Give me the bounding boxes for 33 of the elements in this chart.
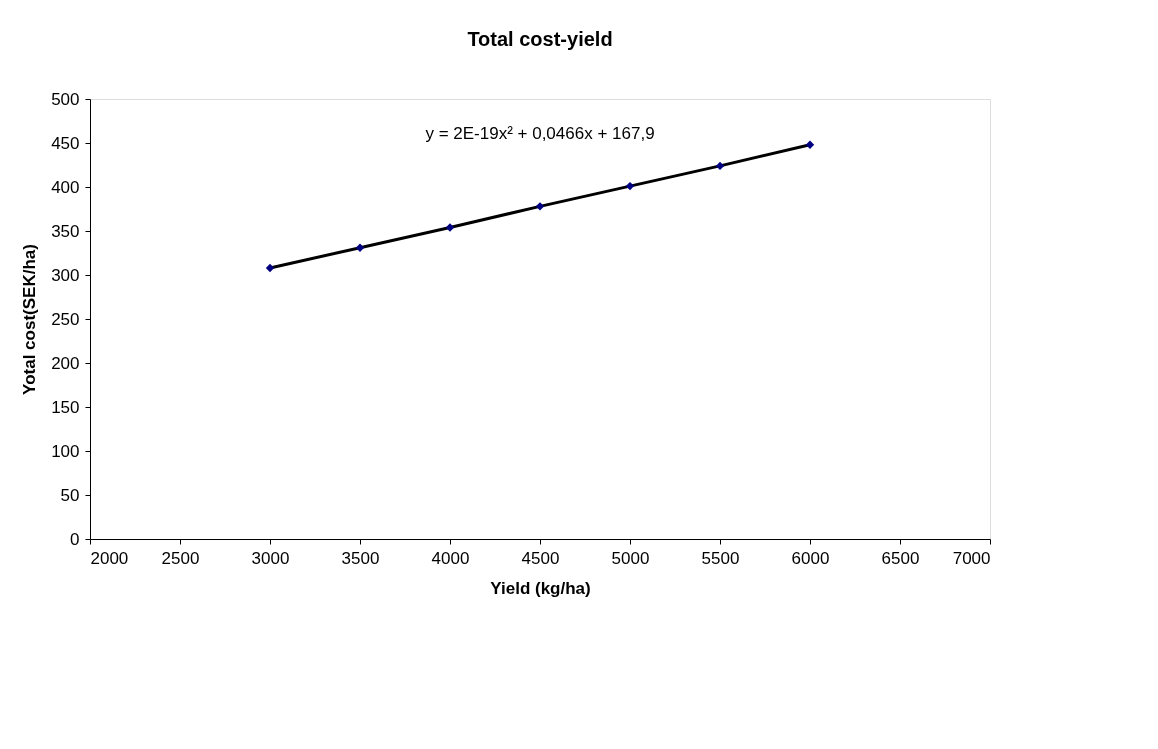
x-tick-label: 7000	[952, 548, 991, 568]
x-tick-label: 3000	[251, 548, 290, 568]
x-tick-label: 2000	[90, 548, 129, 568]
y-tick-label: 50	[60, 485, 80, 505]
x-tick-label: 5500	[701, 548, 740, 568]
y-tick-label: 150	[51, 397, 80, 417]
point	[715, 161, 725, 171]
y-tick-label: 0	[70, 529, 80, 549]
x-tick-label: 6500	[881, 548, 920, 568]
y-tick-label: 250	[51, 309, 80, 329]
y-axis-title: Yotal cost(SEK/ha)	[20, 244, 40, 395]
x-tick-label: 4500	[521, 548, 560, 568]
x-tick-label: 5000	[611, 548, 650, 568]
point	[805, 140, 815, 149]
x-tick-label: 6000	[791, 548, 830, 568]
point	[625, 181, 635, 191]
y-tick-label: 500	[51, 89, 80, 109]
point	[265, 263, 275, 273]
point	[355, 243, 365, 252]
y-tick-label: 300	[51, 265, 80, 285]
chart-title: Total cost-yield	[467, 28, 613, 50]
x-tick-label: 2500	[161, 548, 200, 568]
point	[445, 223, 455, 232]
x-axis-title: Yield (kg/ha)	[490, 578, 591, 598]
x-tick-label: 4000	[431, 548, 470, 568]
y-tick-label: 200	[51, 353, 80, 373]
y-tick-label: 450	[51, 133, 80, 153]
point	[535, 202, 545, 211]
y-tick-label: 100	[51, 441, 80, 461]
y-tick-label: 350	[51, 221, 80, 241]
x-tick-label: 3500	[341, 548, 380, 568]
y-tick-label: 400	[51, 177, 80, 197]
annotation: y = 2E-19x² + 0,0466x + 167,9	[425, 124, 655, 144]
